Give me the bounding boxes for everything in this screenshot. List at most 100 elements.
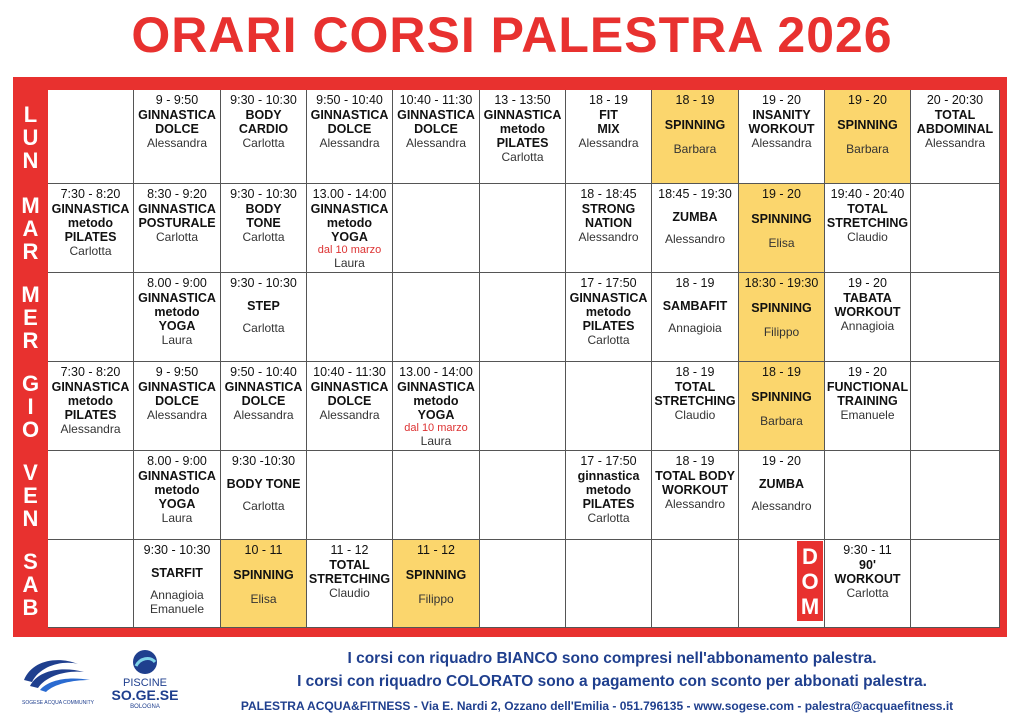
course-name: ZUMBA — [758, 477, 805, 491]
course-cell: 18 - 18:45 STRONG NATION Alessandro — [566, 184, 652, 273]
course-cell: 8:30 - 9:20 GINNASTICA POSTURALE Carlotta — [134, 184, 221, 273]
course-instructor: Alessandra — [578, 136, 639, 150]
course-name: GINNASTICA metodo PILATES — [51, 202, 130, 244]
empty-cell — [307, 451, 393, 540]
course-time: 18 - 19 — [675, 276, 715, 290]
course-name: STRONG NATION — [581, 202, 636, 230]
day-letter: B — [22, 594, 39, 620]
course-name: BODY TONE — [245, 202, 282, 230]
course-name: INSANITY WORKOUT — [748, 108, 815, 136]
empty-cell — [480, 451, 566, 540]
day-letter: A — [22, 216, 39, 241]
svg-text:PISCINE: PISCINE — [123, 677, 167, 689]
course-instructor: Alessandra — [60, 422, 121, 436]
footer-contact: PALESTRA ACQUA&FITNESS - Via E. Nardi 2,… — [240, 699, 954, 713]
course-cell: 10 - 11 SPINNING Elisa — [221, 540, 307, 628]
course-time: 13.00 - 14:00 — [399, 365, 473, 379]
page-title: ORARI CORSI PALESTRA 2026 — [131, 7, 893, 63]
empty-cell — [48, 451, 134, 540]
course-time: 11 - 12 — [330, 543, 369, 557]
course-time: 18 - 19 — [762, 365, 801, 379]
course-instructor: Carlotta — [846, 586, 889, 600]
course-time: 18:45 - 19:30 — [658, 187, 732, 201]
course-name: TOTAL STRETCHING — [826, 202, 909, 230]
day-letter: D — [802, 543, 818, 569]
empty-cell — [393, 451, 480, 540]
course-time: 17 - 17:50 — [580, 454, 637, 468]
footer-note-colored: I corsi con riquadro COLORATO sono a pag… — [297, 673, 927, 690]
course-instructor: Annagioia — [840, 319, 895, 333]
day-letter: S — [23, 548, 38, 574]
course-time: 18 - 18:45 — [580, 187, 637, 201]
course-cell: 18 - 19 TOTAL STRETCHING Claudio — [652, 362, 739, 451]
course-cell: 11 - 12 TOTAL STRETCHING Claudio — [307, 540, 393, 628]
course-name: STARFIT — [151, 566, 203, 580]
course-instructor: Carlotta — [587, 333, 630, 347]
empty-cell — [652, 540, 739, 628]
course-instructor: Barbara — [673, 142, 717, 156]
empty-cell — [911, 451, 1000, 540]
day-letter: U — [22, 124, 39, 150]
course-cell: 10:40 - 11:30 GINNASTICA DOLCE Alessandra — [307, 362, 393, 451]
course-time: 9:50 - 10:40 — [316, 93, 383, 107]
course-cell: 18:30 - 19:30 SPINNING Filippo — [739, 273, 825, 362]
course-instructor: Emanuele — [840, 408, 895, 422]
day-letter: E — [23, 483, 38, 508]
empty-cell — [393, 273, 480, 362]
course-cell: 19 - 20 SPINNING Barbara — [825, 90, 911, 184]
day-letter: O — [801, 568, 819, 594]
course-name: ZUMBA — [672, 210, 718, 224]
course-cell: 17 - 17:50 GINNASTICA metodo PILATES Carlo… — [566, 273, 652, 362]
day-letter: I — [27, 394, 34, 419]
course-instructor: Filippo — [418, 592, 454, 606]
course-cell: 18 - 19 SPINNING Barbara — [739, 362, 825, 451]
course-name: STEP — [247, 299, 280, 313]
course-time: 10:40 - 11:30 — [399, 93, 473, 107]
course-time: 9:30 - 10:30 — [143, 543, 211, 557]
sogese-community-logo: SOGESE ACQUA COMMUNITY — [18, 650, 98, 706]
course-instructor: Filippo — [763, 325, 800, 339]
empty-cell — [911, 273, 1000, 362]
day-letter: N — [22, 147, 39, 173]
course-time: 9:30 - 11 — [843, 543, 892, 557]
course-name: GINNASTICA metodo YOGA — [310, 202, 389, 244]
course-time: 11 - 12 — [417, 543, 455, 557]
course-instructor: Laura — [334, 256, 365, 270]
course-cell: 20 - 20:30 TOTAL ABDOMINAL Alessandra — [911, 90, 1000, 184]
course-name: SAMBAFIT — [662, 299, 728, 313]
course-instructor: Claudio — [674, 408, 716, 422]
course-name: GINNASTICA DOLCE — [138, 108, 216, 136]
day-letter: L — [23, 101, 38, 127]
course-instructor: Alessandra — [751, 136, 812, 150]
course-cell: 18 - 19 FIT MIX Alessandra — [566, 90, 652, 184]
empty-cell — [307, 273, 393, 362]
course-cell: 19 - 20 TABATA WORKOUT Annagioia — [825, 273, 911, 362]
course-time: 18 - 19 — [675, 93, 715, 107]
course-time: 13.00 - 14:00 — [312, 187, 387, 201]
course-instructor: Annagioia — [668, 321, 722, 335]
day-letter: E — [23, 305, 38, 330]
course-cell: 9:50 - 10:40 GINNASTICA DOLCE Alessandra — [221, 362, 307, 451]
svg-text:SO.GE.SE: SO.GE.SE — [112, 687, 179, 703]
course-cell: 9:30 -10:30 BODY TONE Carlotta — [221, 451, 307, 540]
course-name: SPINNING — [751, 390, 812, 404]
course-time: 7:30 - 8:20 — [60, 187, 121, 201]
course-name: BODY CARDIO — [238, 108, 289, 136]
course-instructor: Laura — [420, 434, 452, 448]
course-cell: 8.00 - 9:00 GINNASTICA metodo YOGA Laura — [134, 273, 221, 362]
course-instructor: Alessandro — [664, 232, 726, 246]
day-letter: M — [21, 282, 40, 307]
course-time: 9:50 - 10:40 — [230, 365, 297, 379]
course-instructor: Carlotta — [587, 511, 630, 525]
course-time: 17 - 17:50 — [580, 276, 637, 290]
footer-note-white: I corsi con riquadro BIANCO sono compres… — [347, 650, 877, 667]
course-cell: 18:45 - 19:30 ZUMBA Alessandro — [652, 184, 739, 273]
course-cell: 9:30 - 10:30 BODY TONE Carlotta — [221, 184, 307, 273]
empty-cell — [566, 540, 652, 628]
day-letter: V — [23, 460, 38, 485]
course-cell: 9:30 - 11 90' WORKOUT Carlotta — [825, 540, 911, 628]
course-name: SPINNING — [405, 568, 467, 582]
course-name: GINNASTICA DOLCE — [138, 380, 216, 408]
